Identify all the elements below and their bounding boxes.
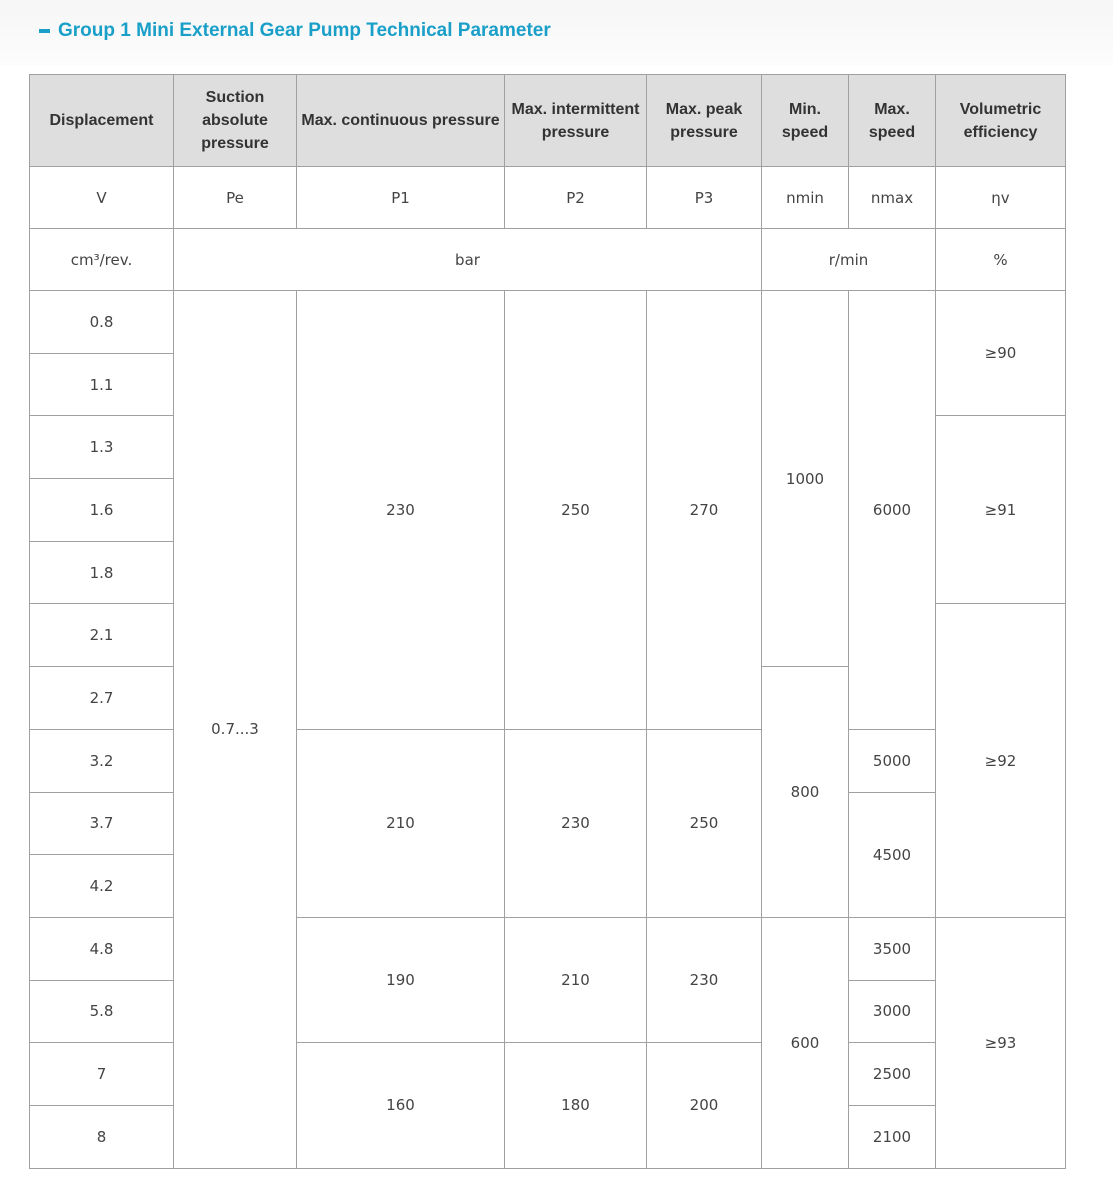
symbol-cell: P2: [504, 166, 647, 229]
unit-cell: cm³/rev.: [29, 228, 174, 291]
column-header: Max. continuous pressure: [296, 74, 505, 167]
data-cell: 6000: [848, 290, 936, 730]
unit-row: cm³/rev. bar r/min%: [29, 228, 1066, 291]
data-cell: 1000: [761, 289, 849, 668]
data-cell: 2.1: [29, 603, 174, 668]
table-row: 0.8 0.7...3 230 250 270 1000 6000 ≥90: [29, 289, 1066, 1169]
symbol-cell: Pe: [173, 166, 297, 229]
data-cell: 270: [646, 290, 762, 730]
section-title: Group 1 Mini External Gear Pump Technica…: [39, 20, 551, 42]
data-cell: 2.7: [29, 666, 174, 730]
data-cell: 5000: [848, 728, 936, 793]
data-cell: 230: [646, 916, 762, 1044]
data-cell: 160: [296, 1042, 505, 1169]
symbol-cell: P3: [646, 166, 762, 229]
data-cell: 210: [296, 728, 505, 918]
data-cell: 1.6: [29, 478, 174, 542]
data-cell: 4.2: [29, 854, 174, 918]
symbol-cell: V: [29, 166, 174, 229]
table-row: 1.1: [29, 352, 1066, 417]
data-cell: 230: [504, 728, 647, 918]
symbol-cell: P1: [296, 166, 505, 229]
parameter-table: Displacement Suction absolute pressure Max…: [29, 74, 1066, 1169]
data-cell: 190: [296, 916, 505, 1044]
data-cell: ≥90: [935, 289, 1066, 417]
data-cell: 4.8: [29, 916, 174, 981]
data-cell: 3.2: [29, 728, 174, 793]
data-cell: 1.8: [29, 540, 174, 605]
data-cell: 1.1: [29, 352, 174, 417]
dash-icon: [39, 29, 50, 33]
data-cell: 3000: [848, 979, 936, 1044]
data-cell: 2500: [848, 1042, 936, 1106]
symbol-cell: nmin: [761, 166, 849, 229]
data-cell: ≥93: [935, 916, 1066, 1169]
data-cell: ≥92: [935, 603, 1066, 918]
table-row: 2.1 ≥92: [29, 603, 1066, 918]
data-cell: 600: [761, 916, 849, 1169]
data-cell: 180: [504, 1042, 647, 1169]
data-cell: 250: [646, 728, 762, 918]
data-cell: 210: [504, 916, 647, 1044]
symbol-cell: nmax: [848, 166, 936, 229]
data-cell: 1.3: [29, 415, 174, 480]
data-cell: ≥91: [935, 415, 1066, 605]
column-header: Max. speed: [848, 74, 936, 167]
unit-cell: %: [935, 228, 1066, 291]
data-cell: 7: [29, 1042, 174, 1106]
data-cell: 2100: [848, 1104, 936, 1169]
data-cell: 800: [761, 666, 849, 918]
column-header: Volumetric efficiency: [935, 74, 1066, 167]
data-cell: 230: [296, 290, 505, 730]
data-cell: 3.7: [29, 791, 174, 856]
column-header: Max. peak pressure: [646, 74, 762, 167]
column-header: Max. intermittent pressure: [504, 74, 647, 167]
table-row: 1.8: [29, 540, 1066, 605]
data-cell: 3500: [848, 916, 936, 981]
symbol-cell: ηv: [935, 166, 1066, 229]
table-row: 2.7 800: [29, 666, 1066, 918]
data-cell: 8: [29, 1104, 174, 1169]
data-cell: 0.8: [29, 290, 174, 354]
data-cell: 0.7...3: [173, 290, 297, 1169]
column-header: Suction absolute pressure: [173, 74, 297, 167]
data-cell: 200: [646, 1042, 762, 1169]
table-row: 8 2100: [29, 1104, 1066, 1169]
table-row: 4.8 190 210 230 600 3500 ≥93: [29, 916, 1066, 1169]
table-row: 7 160 180 200 2500: [29, 1042, 1066, 1169]
top-bar: [0, 0, 1113, 65]
column-header: Min. speed: [761, 74, 849, 167]
unit-cell: r/min: [761, 228, 936, 291]
data-cell: 4500: [848, 791, 936, 918]
data-cell: 5.8: [29, 979, 174, 1044]
header-row: Displacement Suction absolute pressure Max…: [29, 74, 1066, 167]
table-row: 3.2 210 230 250 5000: [29, 728, 1066, 918]
unit-cell: bar: [173, 228, 762, 291]
column-header: Displacement: [29, 74, 174, 167]
section-title-text: Group 1 Mini External Gear Pump Technica…: [58, 20, 551, 41]
data-cell: 250: [504, 290, 647, 730]
table-row: 1.3 ≥91: [29, 415, 1066, 605]
table-row: 4.2: [29, 854, 1066, 918]
table-row: 3.7 4500: [29, 791, 1066, 918]
symbol-row: V Pe P1 P2 P3 nmin nmax ηv: [29, 166, 1066, 229]
